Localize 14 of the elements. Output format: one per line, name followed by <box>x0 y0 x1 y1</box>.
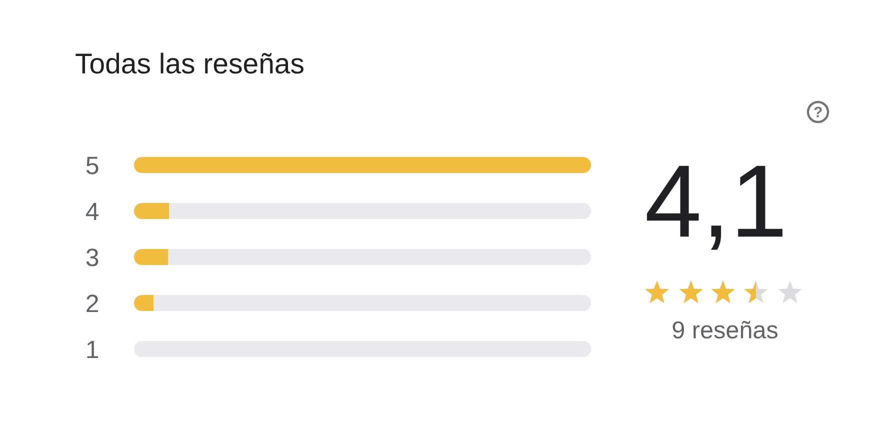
y-tick-label: 2 <box>86 294 98 312</box>
text: 9 reseñas <box>672 320 778 339</box>
bar <box>169 202 591 220</box>
y-tick-label: 3 <box>86 248 98 266</box>
bar <box>168 248 591 266</box>
chart-title: Todas las reseñas <box>76 52 304 74</box>
bar <box>134 156 591 174</box>
y-tick-label: 5 <box>86 156 98 174</box>
y-tick-label: 4 <box>86 202 99 220</box>
bar <box>134 248 168 266</box>
text: 4,1 <box>646 166 782 250</box>
bar <box>134 202 170 220</box>
bar <box>154 294 591 312</box>
y-tick-label: 1 <box>87 340 98 358</box>
